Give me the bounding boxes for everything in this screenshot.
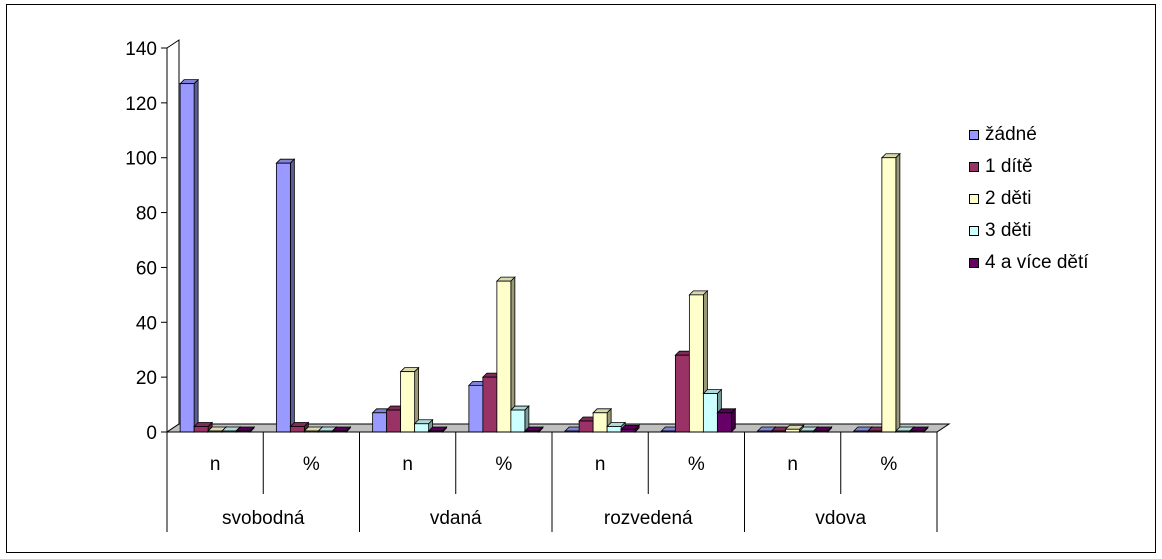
category-label: % (688, 454, 705, 475)
legend-label: 4 a více dětí (985, 252, 1089, 273)
bar-side (289, 158, 295, 433)
bar (496, 280, 512, 433)
legend-swatch (969, 162, 979, 172)
y-tick-label: 80 (136, 204, 157, 225)
bar (179, 83, 195, 433)
category-label: n (595, 454, 606, 475)
group-label: svobodná (222, 508, 305, 529)
bar (510, 409, 526, 433)
category-label: n (210, 454, 221, 475)
bar (414, 423, 430, 433)
bar (716, 412, 732, 433)
legend-label: 1 dítě (985, 156, 1033, 177)
legend-item: 2 děti (969, 183, 1089, 215)
legend-swatch (969, 194, 979, 204)
side-wall (166, 39, 180, 433)
category-label: % (495, 454, 512, 475)
y-tick-label: 40 (136, 313, 157, 334)
bar (289, 426, 305, 433)
bar-side (895, 152, 901, 433)
legend-swatch (969, 226, 979, 236)
legend-item: 1 dítě (969, 151, 1089, 183)
bar (386, 409, 402, 433)
bar-side (193, 78, 199, 433)
bar (400, 371, 416, 433)
bar (688, 294, 704, 433)
legend-label: 3 děti (985, 220, 1032, 241)
y-tick-label: 20 (136, 368, 157, 389)
group-label: rozvedená (604, 508, 693, 529)
y-tick-label: 60 (136, 258, 157, 279)
legend-item: 3 děti (969, 215, 1089, 247)
legend-swatch (969, 258, 979, 268)
group-label: vdaná (430, 508, 482, 529)
y-tick-label: 140 (125, 39, 157, 60)
legend-label: 2 děti (985, 188, 1032, 209)
legend-label: žádné (985, 124, 1037, 145)
y-tick-label: 100 (125, 149, 157, 170)
bar (275, 162, 291, 433)
category-label: % (303, 454, 320, 475)
bar (468, 384, 484, 433)
bar (592, 412, 608, 433)
group-label: vdova (815, 508, 866, 529)
y-tick-label: 120 (125, 94, 157, 115)
bar (606, 426, 622, 433)
legend-item: 4 a více dětí (969, 247, 1089, 279)
bar (482, 376, 498, 433)
bar-chart: 0 20 40 60 80 100 120 140 n% n% n% n % svobodná vdaná r… (125, 39, 951, 532)
bar (578, 420, 594, 433)
category-label: n (787, 454, 798, 475)
category-label: % (880, 454, 897, 475)
legend-swatch (969, 130, 979, 140)
legend-item: žádné (969, 119, 1089, 151)
bar (193, 426, 209, 433)
bar (674, 354, 690, 433)
bar (702, 393, 718, 433)
bar-side (730, 407, 736, 433)
category-label: n (402, 454, 413, 475)
y-tick-label: 0 (146, 423, 157, 444)
chart-legend: žádné 1 dítě 2 děti 3 děti 4 a více dětí (969, 119, 1089, 279)
chart-frame: 0 20 40 60 80 100 120 140 n% n% n% n% svobodná vdaná r… (6, 4, 1156, 553)
bar (881, 157, 897, 433)
bar (372, 412, 388, 433)
